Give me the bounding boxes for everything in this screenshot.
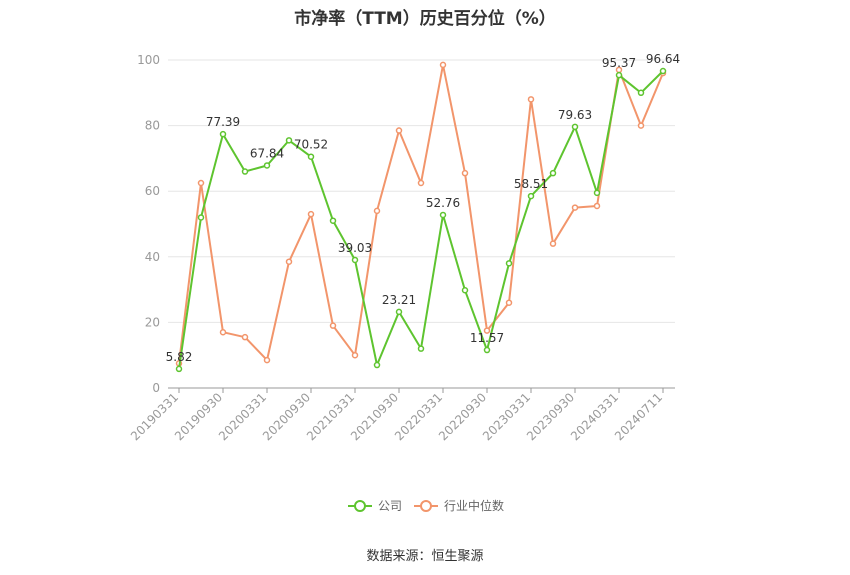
data-point-company <box>263 162 271 169</box>
data-label: 96.64 <box>646 52 680 66</box>
legend-item-industry-median[interactable]: 行业中位数 <box>414 498 504 513</box>
data-label-layer: 5.82 77.39 67.84 70.52 39.03 23.21 52.76 11.57 5… <box>166 52 681 364</box>
data-point-industry-median <box>461 169 469 177</box>
data-point-company <box>395 308 403 316</box>
data-point-industry-median <box>549 240 557 247</box>
data-point-industry-median <box>285 258 293 265</box>
data-point-company <box>483 346 491 354</box>
data-point-company <box>571 123 579 131</box>
y-tick-label: 60 <box>145 184 160 198</box>
data-point-industry-median <box>329 322 337 329</box>
data-label: 95.37 <box>602 56 636 70</box>
data-point-company <box>461 287 469 294</box>
grid-layer <box>168 59 675 323</box>
data-point-industry-median <box>307 210 315 218</box>
data-point-industry-median <box>571 204 579 211</box>
legend-item-company[interactable]: 公司 <box>348 499 402 513</box>
data-point-company <box>439 211 447 219</box>
data-point-industry-median <box>637 122 645 129</box>
data-point-company <box>593 189 601 197</box>
data-label: 52.76 <box>426 196 460 210</box>
legend-marker-icon <box>420 500 432 512</box>
y-tick-label: 80 <box>145 119 160 133</box>
data-point-company <box>351 256 359 264</box>
y-tick-label: 40 <box>145 250 160 264</box>
data-point-company <box>175 365 183 373</box>
chart-title: 市净率（TTM）历史百分位（%） <box>294 9 556 29</box>
data-label: 79.63 <box>558 108 592 122</box>
data-label: 67.84 <box>250 146 284 160</box>
data-label: 58.51 <box>514 177 548 191</box>
data-point-company <box>615 71 623 79</box>
legend[interactable]: 公司 行业中位数 <box>348 498 504 513</box>
series-layer <box>175 61 667 373</box>
y-tick-label: 100 <box>137 53 160 67</box>
data-point-company <box>505 260 513 267</box>
data-point-company <box>637 89 645 97</box>
data-label: 23.21 <box>382 293 416 307</box>
data-point-company <box>549 169 557 177</box>
data-point-industry-median <box>241 333 249 341</box>
data-point-company <box>417 345 425 352</box>
data-point-industry-median <box>373 207 381 215</box>
data-point-industry-median <box>219 328 227 336</box>
data-point-company <box>285 137 293 144</box>
data-point-industry-median <box>263 356 271 364</box>
data-label: 70.52 <box>294 138 328 152</box>
data-label: 5.82 <box>166 350 193 364</box>
data-point-company <box>373 361 381 369</box>
data-point-company <box>197 214 205 221</box>
legend-label: 行业中位数 <box>444 498 504 513</box>
data-source-note: 数据来源：恒生聚源 <box>366 549 484 564</box>
data-point-industry-median <box>439 61 447 69</box>
data-label: 39.03 <box>338 241 372 255</box>
data-point-company <box>219 130 227 138</box>
y-tick-label: 20 <box>145 315 160 329</box>
data-point-company <box>527 192 535 200</box>
data-point-industry-median <box>483 327 491 334</box>
y-tick-label: 0 <box>152 381 160 395</box>
data-point-industry-median <box>505 299 513 306</box>
data-point-industry-median <box>197 179 205 187</box>
data-point-industry-median <box>593 202 601 210</box>
data-point-industry-median <box>527 96 535 103</box>
legend-marker-icon <box>354 500 366 512</box>
data-point-industry-median <box>417 179 425 187</box>
data-point-company <box>307 153 315 160</box>
data-point-industry-median <box>395 127 403 134</box>
data-point-company <box>659 67 667 75</box>
data-label: 77.39 <box>206 115 240 129</box>
data-point-company <box>241 168 249 175</box>
legend-label: 公司 <box>378 499 402 513</box>
data-point-company <box>329 217 337 224</box>
data-label: 11.57 <box>470 331 504 345</box>
data-point-industry-median <box>351 351 359 359</box>
x-tick-label: 20240711 <box>612 390 665 443</box>
